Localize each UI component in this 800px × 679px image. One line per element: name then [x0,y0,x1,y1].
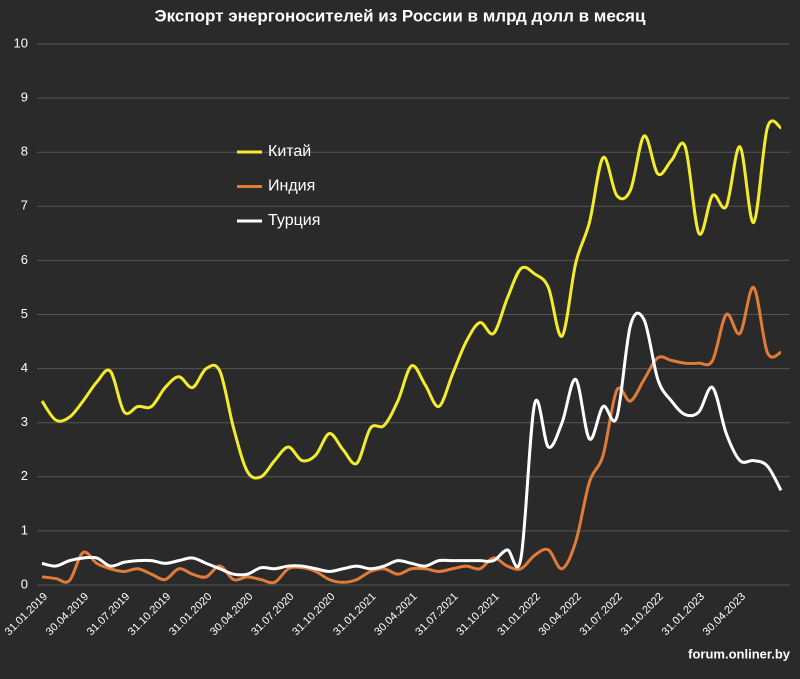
y-tick-label: 2 [21,468,28,483]
y-tick-label: 9 [21,90,28,105]
y-tick-label: 4 [21,360,28,375]
y-tick-label: 7 [21,198,28,213]
y-tick-label: 0 [21,576,28,591]
y-tick-label: 5 [21,306,28,321]
y-tick-label: 10 [14,35,28,50]
watermark: forum.onliner.by [688,646,791,661]
chart-title: Экспорт энергоносителей из России в млрд… [155,6,646,25]
y-tick-label: 1 [21,522,28,537]
y-tick-label: 6 [21,252,28,267]
y-tick-label: 8 [21,144,28,159]
legend-label: Индия [268,178,315,195]
y-tick-label: 3 [21,414,28,429]
legend-label: Китай [268,143,311,160]
series-line [40,119,782,480]
series-line [41,311,783,577]
series-line [41,285,782,585]
legend-label: Турция [268,212,320,229]
